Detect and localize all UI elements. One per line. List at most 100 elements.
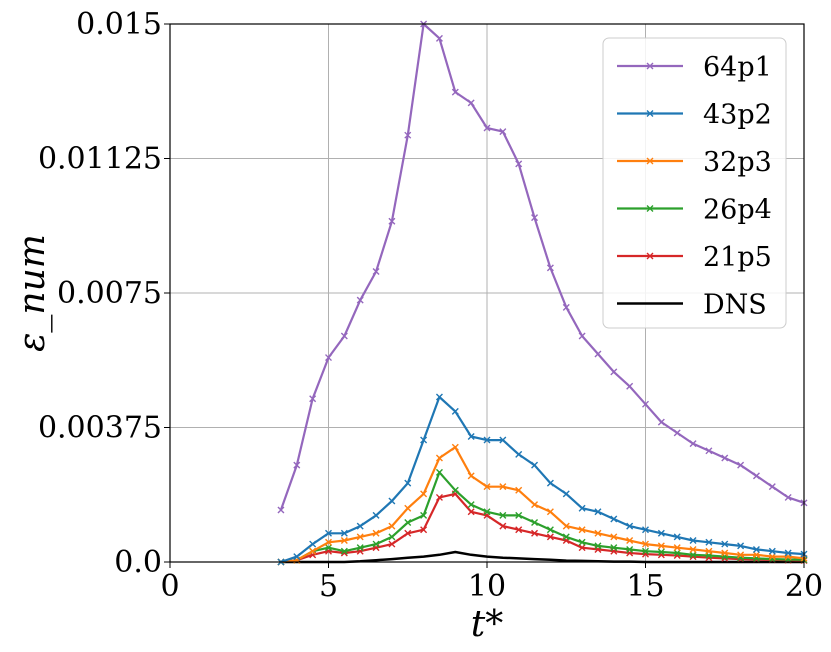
legend-label: 64p1 [703,52,772,83]
legend-marker [646,110,654,117]
data-point [705,538,713,546]
data-point [657,542,665,550]
data-point [721,549,729,557]
data-point [404,131,412,139]
data-point [309,540,317,548]
data-point [325,529,332,537]
data-point [673,549,681,557]
legend-label: 21p5 [703,242,772,273]
legend-marker [646,252,654,260]
data-point [657,548,665,556]
data-point [546,264,554,272]
data-point [642,540,649,548]
data-point [499,128,507,136]
data-point [546,533,554,541]
data-point [340,529,348,537]
data-point [562,303,570,311]
data-point [388,217,396,225]
data-point [721,454,729,462]
data-point [356,522,364,530]
y-tick-label: 0.015 [76,7,162,42]
data-point [784,493,792,501]
data-point [705,447,713,455]
axis-ticks: 0 5 10 15 20 0.0 0.00375 0.0075 0.01125 0.015 [38,7,823,604]
data-point [277,506,285,514]
data-point [499,436,507,444]
legend-item-32p3: 32p3 [617,147,772,178]
data-point [435,393,443,401]
data-point [784,549,792,557]
y-axis-label: ε_num [12,234,53,352]
data-point [340,536,348,544]
legend-marker [646,205,654,212]
data-point [673,533,681,541]
data-point [562,522,570,530]
legend-label: 32p3 [703,147,772,178]
x-axis-label: t* [471,604,503,645]
data-point [340,332,348,340]
series-line [280,471,805,564]
x-tick-label: 10 [468,569,506,604]
data-point [451,407,459,415]
data-point [515,450,523,458]
data-point [689,551,697,559]
data-point [737,461,745,469]
series-line [279,22,805,511]
data-point [610,533,618,541]
data-point [483,508,491,516]
data-point [546,526,554,534]
data-point [546,479,554,487]
legend-marker [646,62,654,70]
data-point [673,429,681,437]
data-point [610,368,618,376]
data-point [451,486,459,494]
x-tick-label: 20 [785,569,823,604]
data-point [372,267,380,275]
data-point [578,526,586,534]
data-point [499,483,507,491]
data-point [531,501,539,509]
data-point [420,436,428,444]
data-point [626,545,634,553]
data-point [705,547,713,555]
data-point [372,511,380,519]
series-line [280,446,805,564]
data-point [325,538,332,546]
data-point [515,486,523,494]
data-point [388,497,396,505]
legend-item-26p4: 26p4 [617,195,772,226]
y-tick-label: 0.00375 [38,411,162,446]
data-point [420,526,428,534]
legend-item-21p5: 21p5 [617,242,772,273]
data-point [594,529,602,537]
data-point [657,418,665,426]
series-line [280,492,805,564]
data-point [435,34,443,42]
data-point [388,522,396,530]
data-point [578,538,586,546]
data-point [325,354,332,362]
data-point [515,160,523,168]
data-point [467,472,475,480]
data-point [340,547,348,555]
data-point [721,540,729,548]
data-point [594,350,602,358]
data-point [689,440,697,448]
data-point [531,529,539,537]
x-tick-label: 5 [319,569,338,604]
data-point [515,526,523,534]
data-point [356,544,364,552]
x-tick-label: 0 [160,569,179,604]
data-point [594,508,602,516]
data-point [562,490,570,498]
data-point [737,551,745,559]
data-point [388,533,396,541]
data-point [467,501,475,509]
data-point [578,332,586,340]
data-point [404,479,412,487]
data-point [752,551,760,559]
legend-label: DNS [703,290,767,321]
data-point [372,529,380,537]
data-point [435,468,443,476]
